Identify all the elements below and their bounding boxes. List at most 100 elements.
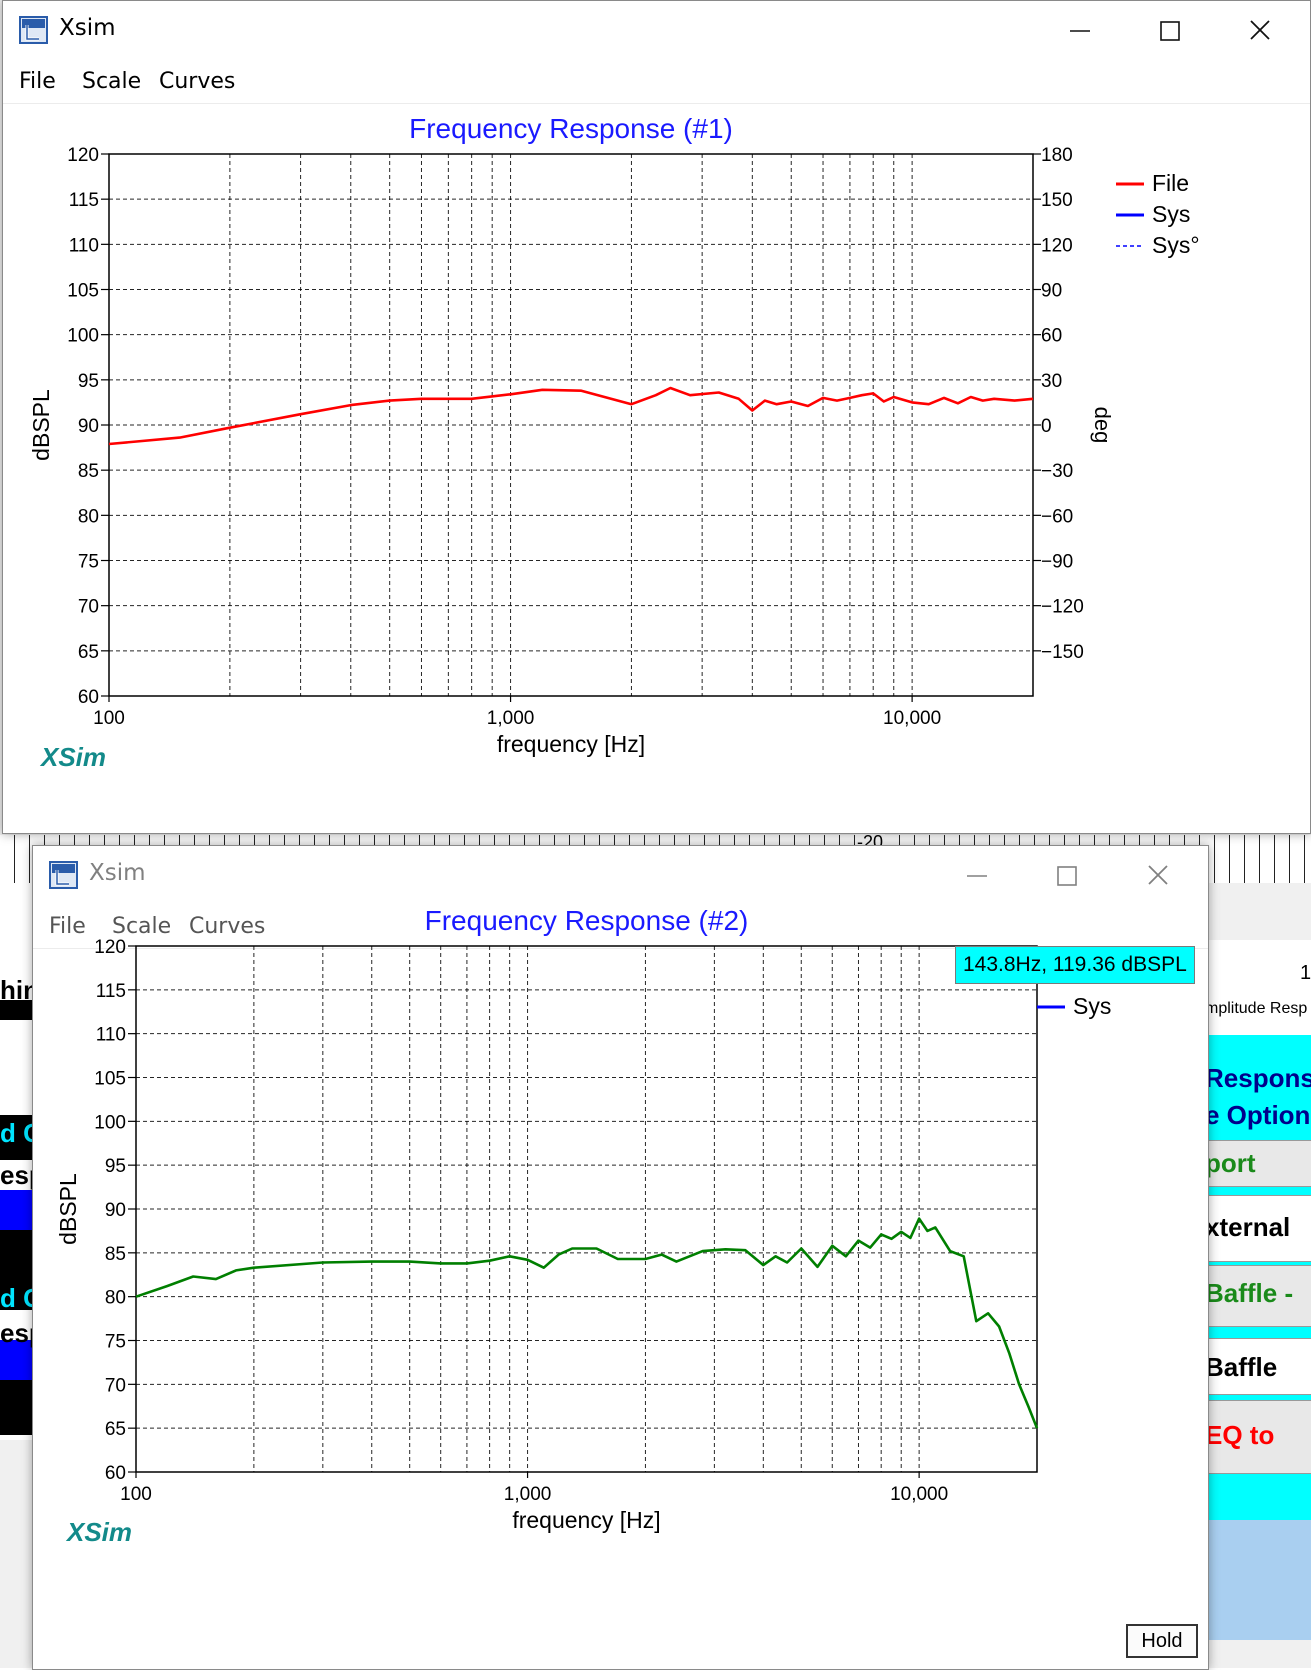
xsim-window-1: Xsim File Scale Curves 60 65 70 75 80 85 90 95 1… <box>2 0 1311 834</box>
background-fragment: hin <box>0 975 35 1005</box>
legend-label: Sys <box>1152 201 1190 227</box>
y2-tick-label: 150 <box>1041 190 1073 211</box>
menu-bar: File Scale Curves <box>33 908 1208 949</box>
menu-scale[interactable]: Scale <box>112 914 172 939</box>
y2-axis-label: deg <box>1090 407 1115 444</box>
y-tick-label: 70 <box>78 597 99 618</box>
y-tick-label: 60 <box>78 687 99 708</box>
x-tick-label: 100 <box>120 1484 152 1505</box>
x-tick-label: 1,000 <box>487 708 535 729</box>
background-blue-band <box>0 1190 35 1230</box>
menu-scale[interactable]: Scale <box>82 69 142 94</box>
background-button <box>1205 1140 1311 1187</box>
series-line-file <box>108 386 1034 446</box>
x-axis-label: frequency [Hz] <box>512 1507 660 1533</box>
xsim-window-2: Xsim File Scale Curves 60 65 70 75 80 85 90 95 1… <box>32 845 1209 1670</box>
chart-title: Frequency Response (#1) <box>409 113 733 144</box>
title-bar[interactable]: Xsim <box>33 846 1208 908</box>
y2-tick-label: 60 <box>1041 326 1062 347</box>
y-tick-label: 60 <box>105 1463 126 1484</box>
y-tick-label: 85 <box>78 461 99 482</box>
minimize-icon <box>967 875 987 877</box>
menu-curves[interactable]: Curves <box>159 69 236 94</box>
cursor-readout: 143.8Hz, 119.36 dBSPL <box>955 946 1195 984</box>
background-fragment: EQ to <box>1205 1420 1275 1450</box>
background-button <box>1205 1338 1311 1395</box>
y-tick-label: 100 <box>94 1112 126 1133</box>
background-fragment: d C <box>0 1118 35 1148</box>
menu-file[interactable]: File <box>19 69 56 94</box>
background-fragment: d C <box>0 1283 35 1313</box>
close-button[interactable] <box>1126 852 1190 896</box>
y2-tick-label: −60 <box>1041 506 1073 527</box>
y-tick-label: 115 <box>69 190 99 211</box>
background-blue-band <box>0 1340 35 1380</box>
window-title: Xsim <box>89 860 146 886</box>
y-tick-label: 90 <box>105 1200 126 1221</box>
minimize-button[interactable] <box>1048 7 1112 51</box>
chart-title: Frequency Response (#2) <box>425 905 749 936</box>
background-fragment: Baffle - <box>1205 1278 1294 1308</box>
y2-tick-label: −120 <box>1041 597 1084 618</box>
background-fragment: Baffle <box>1205 1352 1278 1382</box>
title-bar[interactable]: Xsim <box>3 1 1310 63</box>
x-tick-label: 1,000 <box>504 1484 552 1505</box>
background-fragment: esp <box>0 1318 35 1348</box>
close-button[interactable] <box>1228 7 1292 51</box>
background-fragment: xternal <box>1205 1212 1291 1242</box>
y-tick-label: 65 <box>105 1419 126 1440</box>
y2-tick-label: 0 <box>1041 416 1052 437</box>
close-icon <box>1250 20 1270 40</box>
menu-bar: File Scale Curves <box>3 63 1310 104</box>
plot-frame <box>108 153 1034 697</box>
background-button <box>1205 1195 1311 1262</box>
y2-tick-label: 30 <box>1041 371 1062 392</box>
x-tick-label: 10,000 <box>883 708 941 729</box>
minimize-button[interactable] <box>945 852 1009 896</box>
y-tick-label: 80 <box>78 506 99 527</box>
x-tick-label: 100 <box>93 708 125 729</box>
background-black-band <box>0 1280 35 1310</box>
y-tick-label: 120 <box>67 145 99 166</box>
y-tick-label: 120 <box>94 937 126 958</box>
background-button <box>1205 1400 1311 1474</box>
frequency-response-chart-2[interactable]: 60 65 70 75 80 85 90 95 100 105 110 115 120 100 1,000 1… <box>33 846 1208 1669</box>
legend-label: Sys <box>1073 993 1111 1019</box>
y-tick-label: 75 <box>78 552 99 573</box>
maximize-button[interactable] <box>1035 852 1099 896</box>
y-tick-label: 85 <box>105 1244 126 1265</box>
background-black-band <box>0 1380 35 1435</box>
y-tick-label: 100 <box>67 326 99 347</box>
maximize-icon <box>1160 21 1180 41</box>
plot-frame <box>135 945 1038 1473</box>
y-tick-label: 115 <box>96 981 126 1002</box>
background-fragment: e Option <box>1205 1100 1311 1130</box>
legend-label: File <box>1152 170 1189 196</box>
menu-curves[interactable]: Curves <box>189 914 266 939</box>
y2-tick-label: −150 <box>1041 642 1084 663</box>
y-tick-label: 105 <box>94 1069 126 1090</box>
xsim-watermark: XSim <box>39 742 106 772</box>
y-tick-label: 65 <box>78 642 99 663</box>
background-black-band <box>0 1115 35 1160</box>
menu-file[interactable]: File <box>49 914 86 939</box>
background-fragment: esp <box>0 1160 35 1190</box>
frequency-response-chart-1[interactable]: 60 65 70 75 80 85 90 95 100 105 110 115 120 −150 −120 −… <box>3 1 1310 833</box>
close-icon <box>1148 865 1168 885</box>
background-fragment: port <box>1205 1148 1256 1178</box>
background-blue-panel <box>1205 1520 1311 1640</box>
hold-button[interactable]: Hold <box>1126 1624 1198 1658</box>
series-line-file <box>135 1217 1039 1429</box>
maximize-button[interactable] <box>1138 7 1202 51</box>
y2-tick-label: −90 <box>1041 552 1073 573</box>
y-tick-label: 110 <box>69 235 99 256</box>
window-title: Xsim <box>59 15 116 41</box>
y2-tick-label: 90 <box>1041 281 1062 302</box>
xsim-watermark: XSim <box>65 1517 132 1547</box>
y2-tick-label: −30 <box>1041 461 1073 482</box>
y-tick-label: 75 <box>105 1332 126 1353</box>
y-tick-label: 95 <box>105 1156 126 1177</box>
y-tick-label: 95 <box>78 371 99 392</box>
y-axis-label: dBSPL <box>55 1173 81 1245</box>
y-axis-label: dBSPL <box>28 389 54 461</box>
